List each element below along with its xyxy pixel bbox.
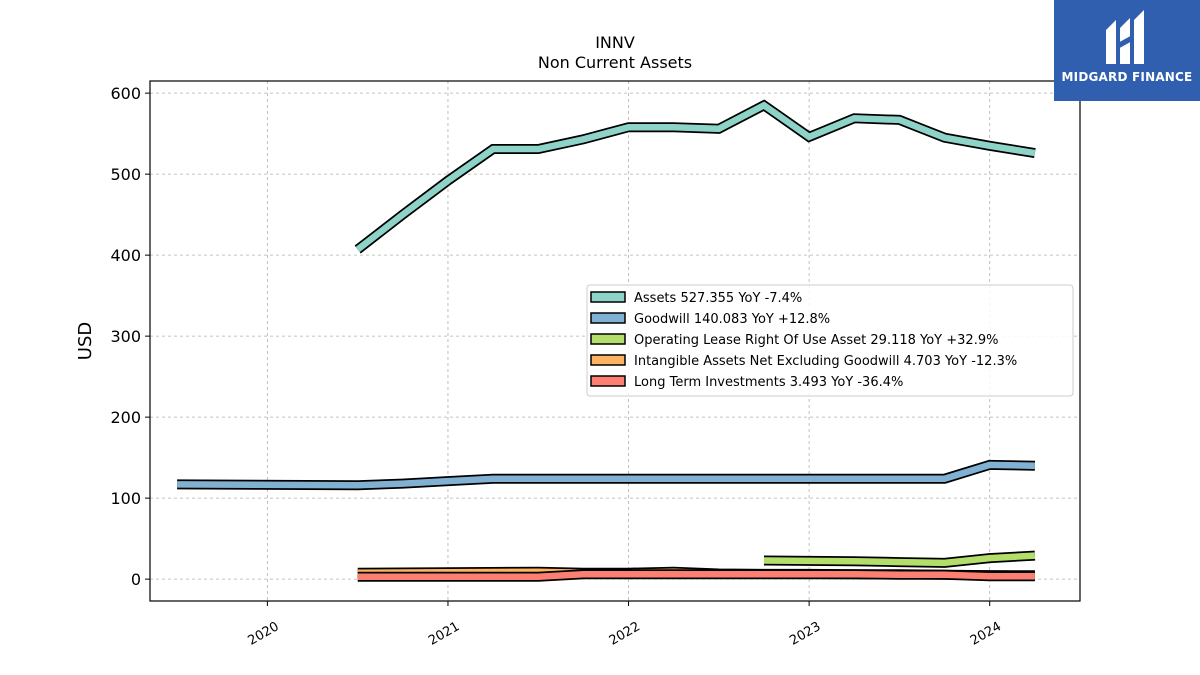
brand-mark-icon	[1106, 10, 1144, 64]
series-band	[357, 571, 1035, 580]
y-tick-label: 0	[131, 570, 141, 589]
legend-entry: Long Term Investments 3.493 YoY -36.4%	[634, 375, 903, 390]
axes: 0 100 200 300 400 500 600 2020 2021 2022 2023 2024	[110, 84, 1004, 649]
x-tick-label: 2021	[426, 619, 462, 649]
legend-swatch	[590, 375, 626, 387]
legend-swatch	[590, 354, 626, 366]
y-axis-label: USD	[75, 322, 96, 360]
legend: Assets 527.355 YoY -7.4% Goodwill 140.083…	[586, 284, 1074, 397]
y-tick-label: 600	[110, 84, 141, 103]
legend-entry: Assets 527.355 YoY -7.4%	[634, 291, 802, 306]
chart-subtitle: Non Current Assets	[538, 53, 692, 72]
y-tick-label: 400	[110, 246, 141, 265]
series-band	[763, 552, 1036, 567]
brand-name: MIDGARD FINANCE	[1061, 70, 1193, 84]
legend-swatch	[590, 312, 626, 324]
brand-logo: MIDGARD FINANCE	[1054, 0, 1200, 101]
legend-box	[586, 284, 1074, 397]
legend-entry: Operating Lease Right Of Use Asset 29.11…	[634, 333, 998, 348]
y-tick-label: 200	[110, 408, 141, 427]
series-line	[763, 550, 1036, 568]
x-tick-label: 2024	[968, 619, 1004, 649]
x-tick-label: 2023	[787, 619, 823, 649]
series-band	[355, 101, 1036, 253]
x-tick-label: 2022	[607, 619, 643, 649]
plot-frame	[149, 80, 1081, 602]
legend-entry: Intangible Assets Net Excluding Goodwill…	[634, 354, 1017, 369]
legend-entry: Goodwill 140.083 YoY +12.8%	[634, 312, 830, 327]
y-tick-label: 300	[110, 327, 141, 346]
legend-swatch	[590, 291, 626, 303]
legend-swatch	[590, 333, 626, 345]
series-line	[357, 569, 1035, 582]
series-band	[177, 461, 1035, 489]
series-line	[177, 459, 1035, 491]
series-layer	[177, 99, 1036, 582]
y-tick-label: 500	[110, 165, 141, 184]
series-line	[354, 99, 1036, 254]
x-tick-label: 2020	[246, 619, 282, 649]
y-tick-label: 100	[110, 489, 141, 508]
chart-title: INNV	[595, 33, 635, 52]
